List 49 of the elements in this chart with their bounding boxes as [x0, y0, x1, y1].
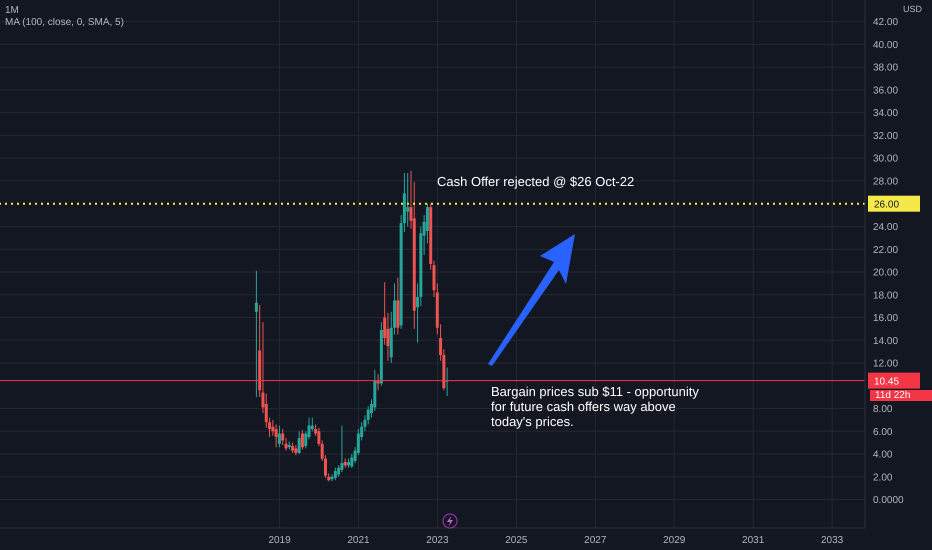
- candlestick: [274, 424, 278, 448]
- y-axis-title: USD: [903, 4, 922, 14]
- x-tick-label: 2019: [268, 535, 292, 546]
- candlestick: [291, 442, 294, 454]
- ref-line-label: 10.45: [874, 376, 900, 388]
- y-tick-label: 18.00: [873, 290, 898, 302]
- candlestick: [376, 374, 380, 391]
- y-tick-label: 0.0000: [873, 495, 904, 506]
- y-tick-label: 40.00: [873, 40, 898, 51]
- y-tick-label: 36.00: [873, 85, 898, 96]
- candlestick: [346, 458, 350, 468]
- candlestick: [298, 430, 301, 455]
- annotation: Bargain prices sub $11 - opportunity for future cash offers way above today's prices.: [491, 384, 700, 429]
- candlestick: [254, 270, 258, 398]
- text: 1M: [5, 5, 19, 16]
- y-tick-label: 24.00: [873, 222, 898, 233]
- y-tick-label: 38.00: [873, 62, 898, 74]
- candlestick: [406, 172, 410, 227]
- candlestick: [340, 425, 344, 473]
- y-tick-label: 12.00: [873, 358, 898, 370]
- candlestick: [300, 430, 304, 450]
- y-tick-label: 22.00: [873, 244, 898, 256]
- y-tick-label: 4.00: [873, 450, 893, 461]
- y-tick-label: 32.00: [873, 130, 898, 142]
- x-tick-label: 2027: [584, 535, 607, 546]
- y-tick-label: 30.00: [873, 154, 898, 165]
- y-tick-label: 6.00: [873, 426, 893, 438]
- ref-line-label: 26.00: [874, 200, 900, 211]
- candlestick: [294, 444, 298, 456]
- y-tick-label: 8.00: [873, 404, 893, 416]
- x-tick-label: 2023: [426, 535, 449, 546]
- x-tick-label: 2031: [742, 535, 765, 546]
- candlestick: [334, 467, 337, 481]
- y-tick-label: 20.00: [873, 268, 898, 279]
- x-tick-label: 2025: [505, 535, 528, 546]
- y-tick-label: 16.00: [873, 313, 898, 324]
- y-tick-label: 42.00: [873, 17, 898, 28]
- text: 11d 22h: [870, 390, 932, 401]
- annotation: Cash Offer rejected @ $26 Oct-22: [437, 174, 636, 189]
- y-tick-label: 34.00: [873, 108, 898, 120]
- y-tick-label: 28.00: [873, 176, 898, 188]
- y-tick-label: 14.00: [873, 336, 898, 347]
- y-tick-label: 2.00: [873, 472, 893, 484]
- x-tick-label: 2033: [820, 535, 844, 546]
- candlestick: [278, 425, 281, 448]
- x-tick-label: 2021: [347, 535, 370, 546]
- x-tick-label: 2029: [663, 535, 686, 546]
- text: MA (100, close, 0, SMA, 5): [5, 17, 124, 28]
- candlestick: [344, 458, 347, 468]
